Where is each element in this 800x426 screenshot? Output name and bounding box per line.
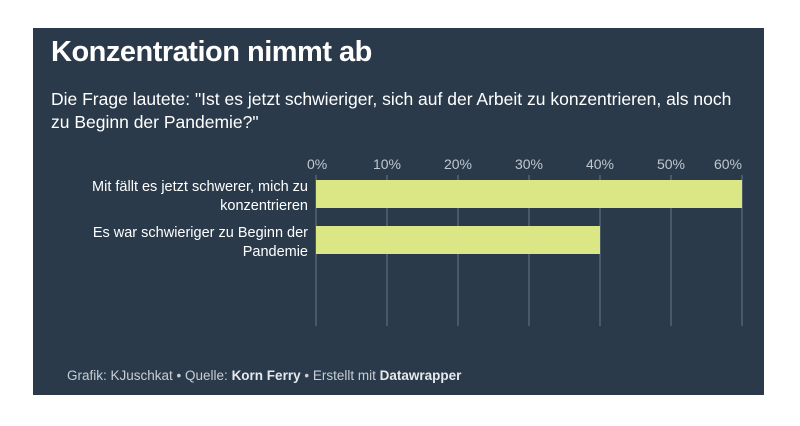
separator: • [172, 368, 186, 383]
bar [316, 226, 600, 254]
footer-credit: Grafik: KJuschkat [67, 368, 173, 383]
tick-label: 20% [444, 156, 472, 172]
datawrapper-link[interactable]: Datawrapper [379, 368, 462, 383]
footer: Grafik: KJuschkat • Quelle: Korn Ferry •… [67, 368, 461, 383]
category-label: Pandemie [243, 244, 308, 260]
tick-label: 0% [307, 156, 327, 172]
category-label: konzentrieren [220, 198, 308, 214]
chart-panel: Konzentration nimmt ab Die Frage lautete… [33, 28, 764, 395]
source-label: Quelle: [185, 368, 232, 383]
bar [316, 180, 742, 208]
separator: • [300, 368, 313, 383]
tick-label: 10% [373, 156, 401, 172]
chart-subtitle: Die Frage lautete: "Ist es jetzt schwier… [51, 89, 732, 132]
bar-chart: 0% 10% 20% 30% 40% 50% 60% Mit fällt es jetzt s… [92, 156, 743, 326]
tick-label: 60% [714, 156, 742, 172]
category-label: Es war schwieriger zu Beginn der [93, 225, 308, 241]
tick-label: 40% [586, 156, 614, 172]
tick-label: 50% [657, 156, 685, 172]
source-link[interactable]: Korn Ferry [231, 368, 301, 383]
made-with-label: Erstellt mit [312, 368, 380, 383]
chart-title: Konzentration nimmt ab [51, 36, 372, 68]
category-label: Mit fällt es jetzt schwerer, mich zu [92, 179, 308, 195]
tick-label: 30% [515, 156, 543, 172]
